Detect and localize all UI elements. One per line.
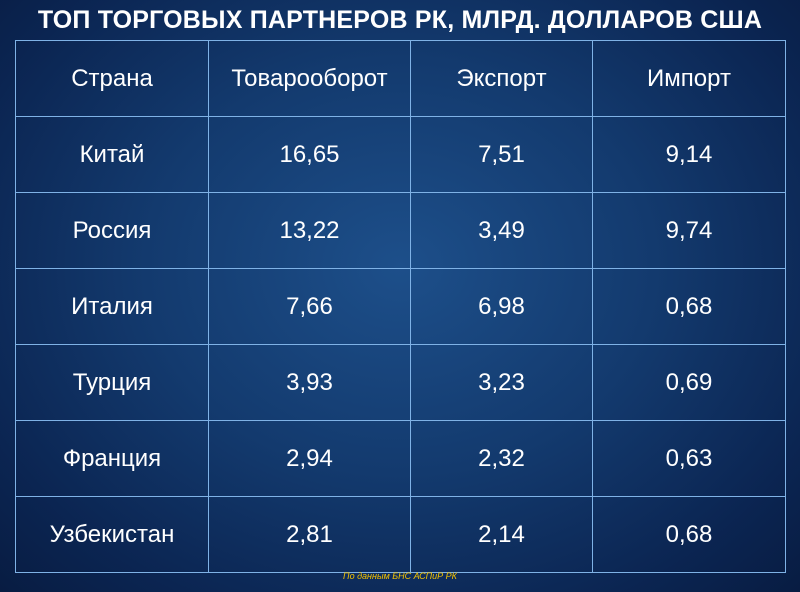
- table-row: Китай 16,65 7,51 9,14: [15, 116, 786, 193]
- value-cell: 2,32: [410, 420, 593, 497]
- table: Страна Товарооборот Экспорт Импорт Китай 16,6…: [15, 40, 786, 573]
- table-row: Россия 13,22 3,49 9,74: [15, 192, 786, 269]
- title: ТОП ТОРГОВЫХ ПАРТНЕРОВ РК, МЛРД. ДОЛЛАРО…: [37, 6, 763, 34]
- table-row: Франция 2,94 2,32 0,63: [15, 420, 786, 497]
- source-note: По данным БНС АСПиР РК: [343, 571, 457, 581]
- column-header: Товарооборот: [208, 40, 411, 117]
- value-cell: 3,49: [410, 192, 593, 269]
- table-row: Узбекистан 2,81 2,14 0,68: [15, 496, 786, 573]
- value-cell: 2,14: [410, 496, 593, 573]
- column-header: Импорт: [592, 40, 786, 117]
- value-cell: 0,63: [592, 420, 786, 497]
- country-cell: Турция: [15, 344, 209, 421]
- value-cell: 2,94: [208, 420, 411, 497]
- value-cell: 7,51: [410, 116, 593, 193]
- country-cell: Франция: [15, 420, 209, 497]
- country-cell: Китай: [15, 116, 209, 193]
- value-cell: 0,68: [592, 496, 786, 573]
- value-cell: 16,65: [208, 116, 411, 193]
- value-cell: 9,74: [592, 192, 786, 269]
- value-cell: 3,23: [410, 344, 593, 421]
- value-cell: 13,22: [208, 192, 411, 269]
- header-row: Страна Товарооборот Экспорт Импорт: [15, 40, 786, 117]
- value-cell: 0,69: [592, 344, 786, 421]
- value-cell: 2,81: [208, 496, 411, 573]
- value-cell: 0,68: [592, 268, 786, 345]
- country-cell: Россия: [15, 192, 209, 269]
- table-row: Турция 3,93 3,23 0,69: [15, 344, 786, 421]
- value-cell: 9,14: [592, 116, 786, 193]
- column-header: Экспорт: [410, 40, 593, 117]
- country-cell: Италия: [15, 268, 209, 345]
- value-cell: 3,93: [208, 344, 411, 421]
- country-cell: Узбекистан: [15, 496, 209, 573]
- column-header: Страна: [15, 40, 209, 117]
- value-cell: 6,98: [410, 268, 593, 345]
- value-cell: 7,66: [208, 268, 411, 345]
- table-row: Италия 7,66 6,98 0,68: [15, 268, 786, 345]
